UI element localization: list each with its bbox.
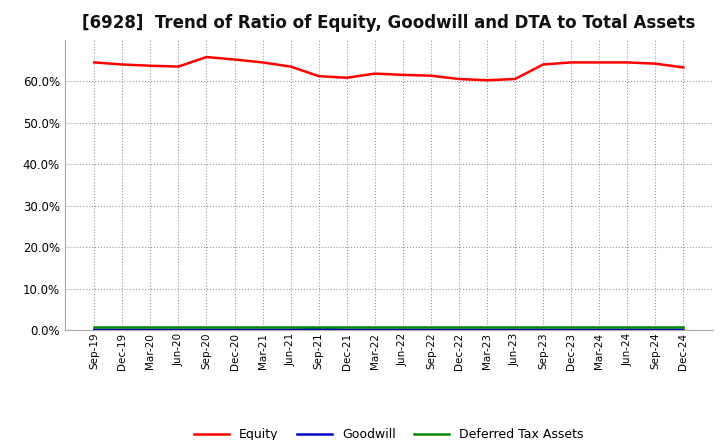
- Line: Equity: Equity: [94, 57, 683, 80]
- Deferred Tax Assets: [398, 324, 407, 330]
- Equity: [454, 77, 463, 82]
- Deferred Tax Assets: [287, 324, 295, 330]
- Equity: [539, 62, 547, 67]
- Title: [6928]  Trend of Ratio of Equity, Goodwill and DTA to Total Assets: [6928] Trend of Ratio of Equity, Goodwil…: [82, 15, 696, 33]
- Goodwill: [371, 327, 379, 333]
- Goodwill: [651, 327, 660, 333]
- Deferred Tax Assets: [426, 324, 435, 330]
- Goodwill: [174, 327, 183, 333]
- Deferred Tax Assets: [567, 324, 575, 330]
- Equity: [90, 60, 99, 65]
- Deferred Tax Assets: [454, 324, 463, 330]
- Deferred Tax Assets: [482, 324, 491, 330]
- Equity: [482, 77, 491, 83]
- Goodwill: [118, 327, 127, 333]
- Equity: [510, 77, 519, 82]
- Equity: [202, 55, 211, 60]
- Goodwill: [315, 326, 323, 331]
- Equity: [118, 62, 127, 67]
- Deferred Tax Assets: [679, 324, 688, 330]
- Equity: [398, 72, 407, 77]
- Goodwill: [482, 327, 491, 333]
- Goodwill: [230, 327, 239, 333]
- Legend: Equity, Goodwill, Deferred Tax Assets: Equity, Goodwill, Deferred Tax Assets: [189, 423, 589, 440]
- Goodwill: [398, 327, 407, 333]
- Equity: [343, 75, 351, 81]
- Goodwill: [90, 327, 99, 333]
- Deferred Tax Assets: [118, 324, 127, 330]
- Equity: [315, 73, 323, 79]
- Line: Goodwill: Goodwill: [94, 329, 683, 330]
- Deferred Tax Assets: [315, 324, 323, 330]
- Deferred Tax Assets: [371, 324, 379, 330]
- Deferred Tax Assets: [595, 324, 603, 330]
- Equity: [371, 71, 379, 76]
- Goodwill: [510, 327, 519, 333]
- Equity: [679, 65, 688, 70]
- Deferred Tax Assets: [146, 324, 155, 330]
- Equity: [230, 57, 239, 62]
- Equity: [146, 63, 155, 68]
- Equity: [595, 60, 603, 65]
- Goodwill: [343, 327, 351, 333]
- Equity: [567, 60, 575, 65]
- Deferred Tax Assets: [539, 324, 547, 330]
- Deferred Tax Assets: [651, 324, 660, 330]
- Equity: [258, 60, 267, 65]
- Deferred Tax Assets: [343, 324, 351, 330]
- Equity: [426, 73, 435, 78]
- Goodwill: [454, 327, 463, 333]
- Deferred Tax Assets: [174, 324, 183, 330]
- Goodwill: [539, 327, 547, 333]
- Goodwill: [679, 327, 688, 333]
- Goodwill: [258, 327, 267, 333]
- Goodwill: [623, 327, 631, 333]
- Goodwill: [287, 327, 295, 333]
- Goodwill: [426, 327, 435, 333]
- Deferred Tax Assets: [258, 324, 267, 330]
- Goodwill: [595, 327, 603, 333]
- Deferred Tax Assets: [202, 324, 211, 330]
- Deferred Tax Assets: [623, 324, 631, 330]
- Deferred Tax Assets: [90, 324, 99, 330]
- Equity: [623, 60, 631, 65]
- Goodwill: [567, 327, 575, 333]
- Equity: [651, 61, 660, 66]
- Goodwill: [146, 327, 155, 333]
- Goodwill: [202, 327, 211, 333]
- Deferred Tax Assets: [510, 324, 519, 330]
- Equity: [287, 64, 295, 69]
- Equity: [174, 64, 183, 69]
- Deferred Tax Assets: [230, 324, 239, 330]
